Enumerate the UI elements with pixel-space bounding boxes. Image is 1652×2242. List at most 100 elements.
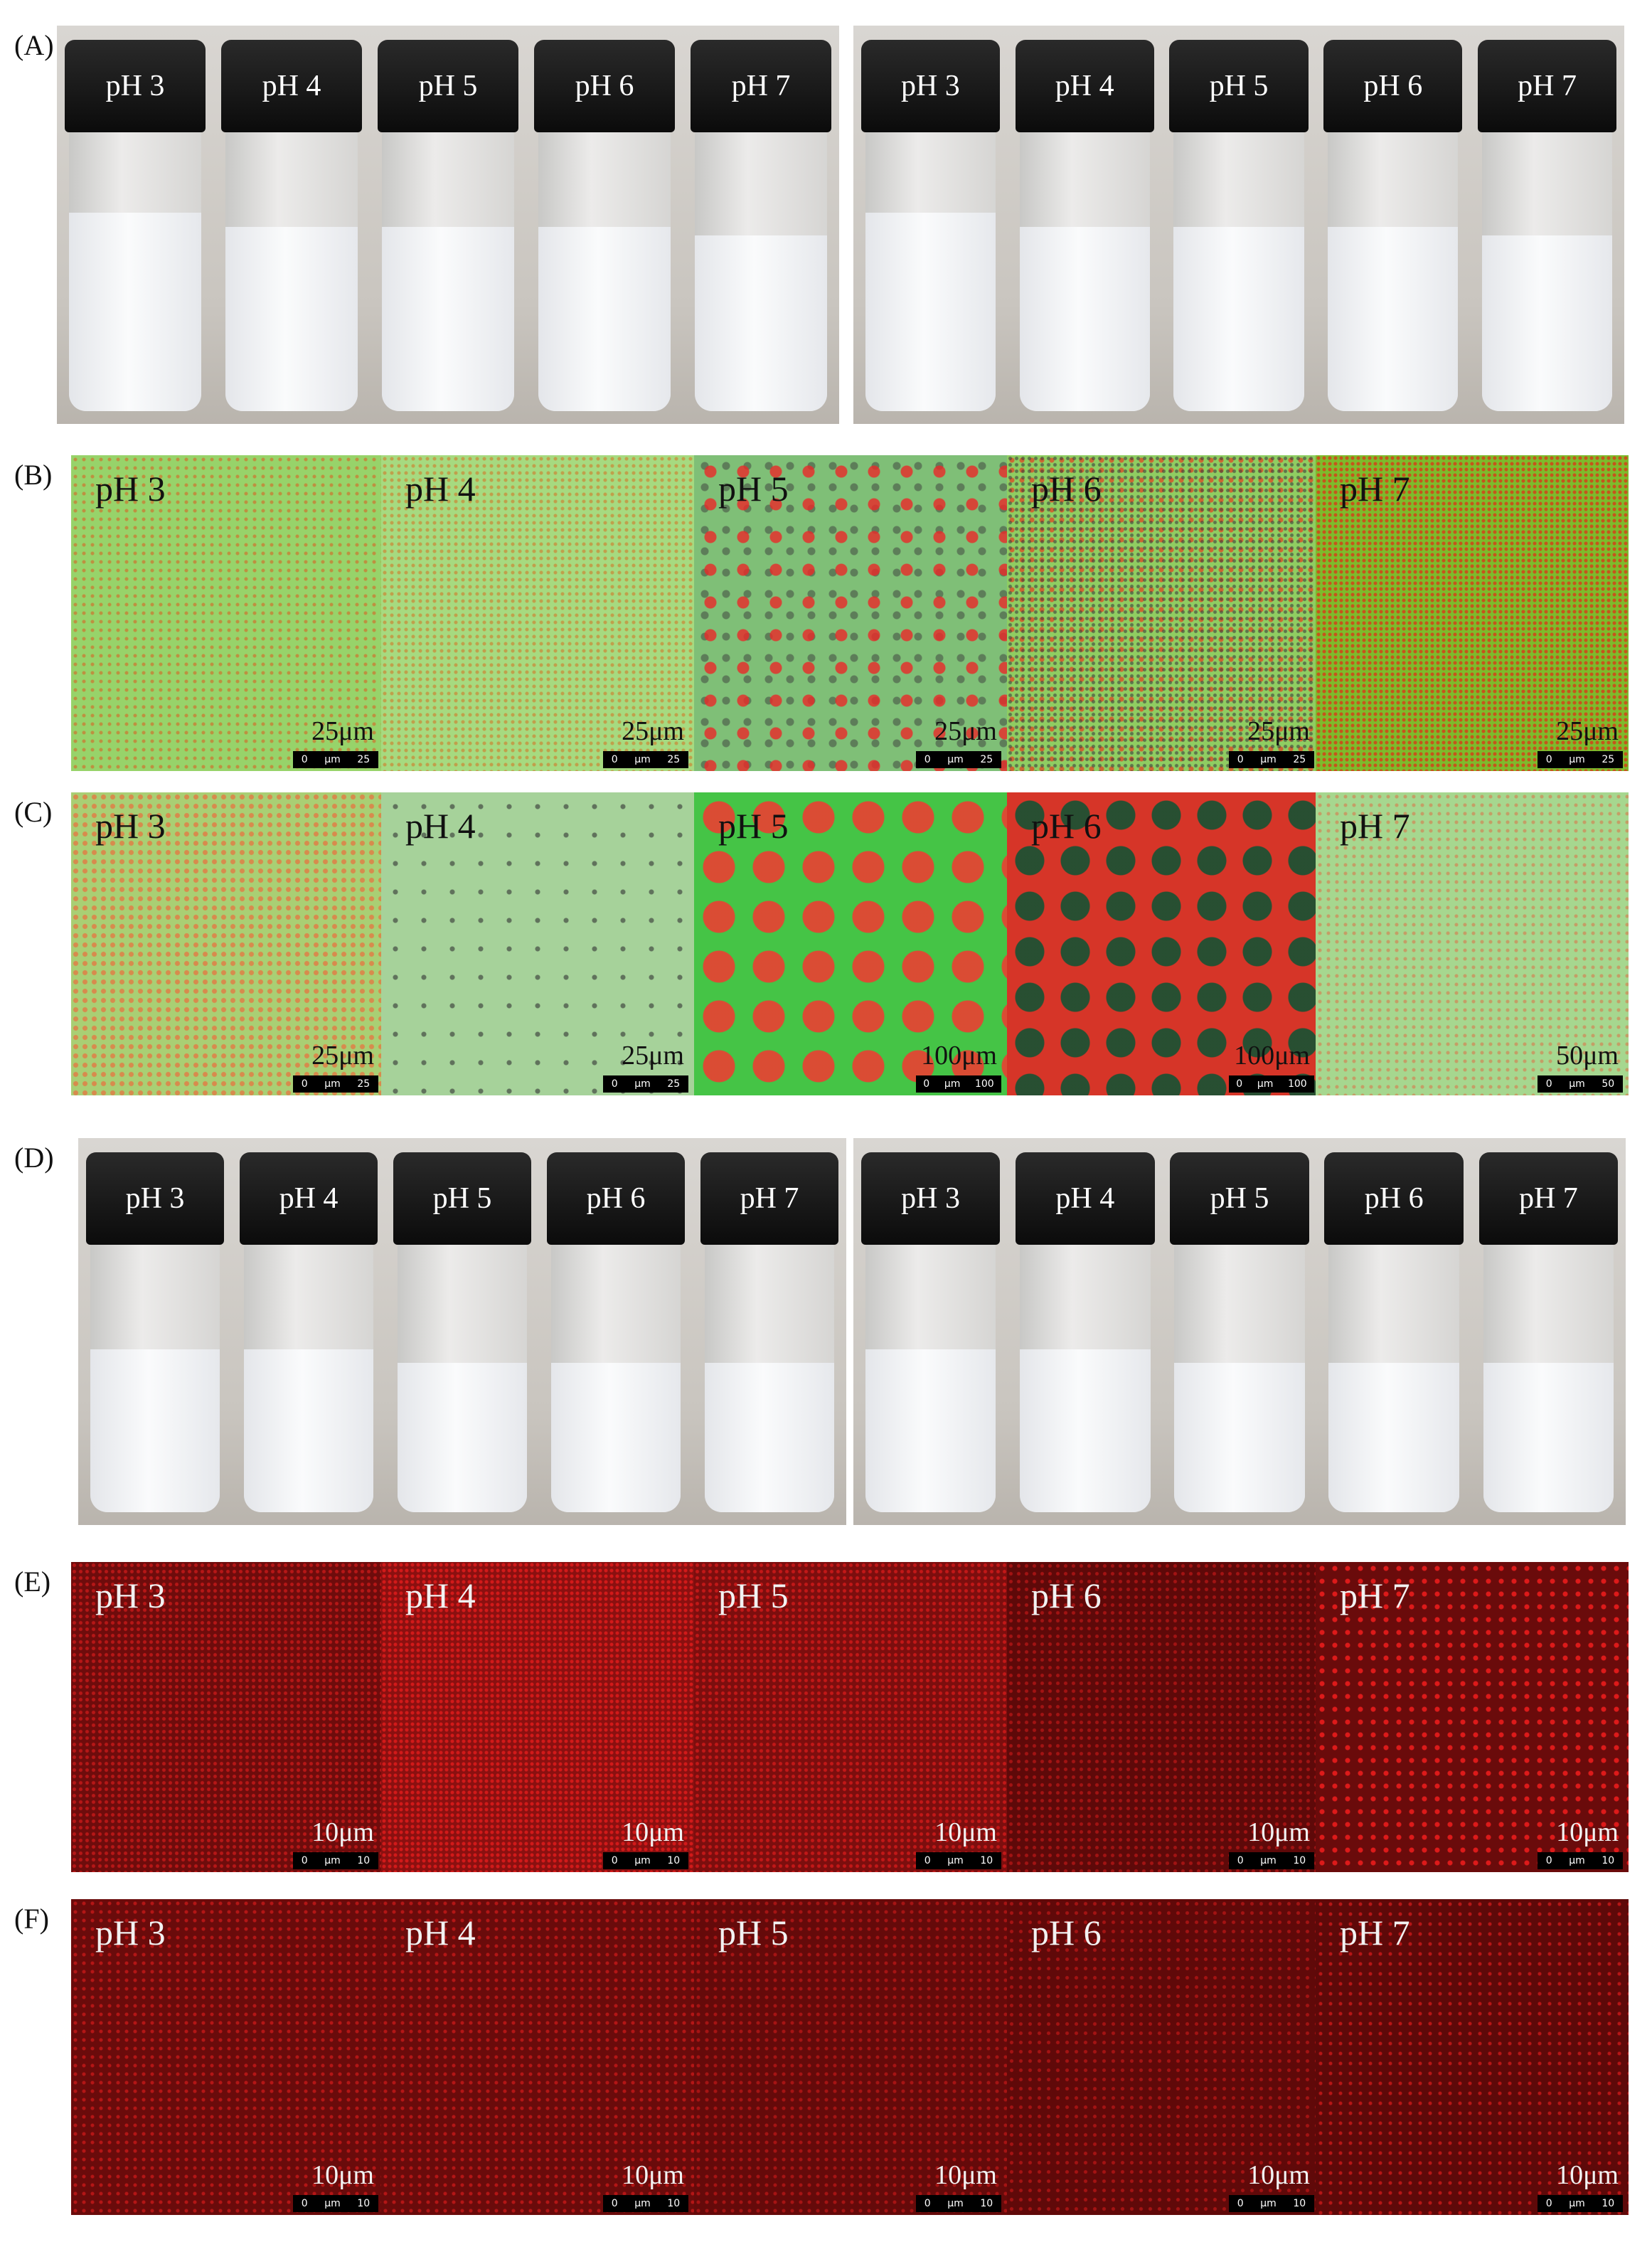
ph-label: pH 5 xyxy=(718,806,789,846)
scale-bar-text: 0 xyxy=(611,2198,618,2209)
scale-bar-text: 10 xyxy=(1293,1855,1306,1866)
vial-body xyxy=(704,1240,835,1512)
liquid xyxy=(695,235,827,411)
scale-bar: 0 μm 10 xyxy=(603,1852,688,1869)
scale-bar-text: 10 xyxy=(357,2198,371,2209)
scale-bar-text: 25 xyxy=(1293,754,1306,765)
scale-label: 100μm xyxy=(921,1041,997,1070)
scale-label: 10μm xyxy=(934,1817,997,1847)
scale-bar-text: 25 xyxy=(667,754,681,765)
vial-body xyxy=(1173,128,1304,411)
scale-label: 25μm xyxy=(311,716,374,746)
scale-bar-text: μm xyxy=(1260,754,1277,765)
liquid xyxy=(865,213,996,411)
vial-label: pH 7 xyxy=(1478,1152,1619,1245)
scale-label: 10μm xyxy=(311,1817,374,1847)
scale-bar-text: 10 xyxy=(667,2198,681,2209)
scale-bar: 0 μm 10 xyxy=(293,2195,378,2212)
scale-bar: 0 μm 25 xyxy=(293,1075,378,1093)
vial-label: pH 6 xyxy=(534,40,675,132)
scale-bar-text: μm xyxy=(324,754,341,765)
panel-label: (C) xyxy=(14,796,53,828)
scale-bar-text: μm xyxy=(947,754,964,765)
vial: pH 4 xyxy=(1015,40,1154,411)
scale-bar: 0 μm 10 xyxy=(1229,1852,1314,1869)
scale-bar-text: μm xyxy=(1569,754,1585,765)
scale-label: 100μm xyxy=(1234,1041,1310,1070)
scale-bar: 0 μm 10 xyxy=(916,1852,1001,1869)
photo: pH 3 pH 4 pH 5 pH 6 pH 7 xyxy=(78,1138,846,1525)
scale-label: 50μm xyxy=(1556,1041,1619,1070)
micrograph: pH 5 25μm 0 μm 25 xyxy=(694,455,1007,771)
vial-label: pH 5 xyxy=(1169,40,1309,132)
vial: pH 5 xyxy=(393,1152,532,1512)
scale-bar: 0 μm 25 xyxy=(916,751,1001,768)
scale-bar-text: 0 xyxy=(1236,1078,1243,1090)
vial-label: pH 5 xyxy=(393,1152,532,1245)
ph-label: pH 4 xyxy=(405,806,476,846)
scale-bar-text: 10 xyxy=(1602,1855,1615,1866)
vial: pH 7 xyxy=(700,1152,839,1512)
ph-label: pH 5 xyxy=(718,1913,789,1953)
vial-body xyxy=(1174,1240,1305,1512)
scale-bar-text: 10 xyxy=(667,1855,681,1866)
scale-bar: 0 μm 10 xyxy=(1538,2195,1623,2212)
scale-bar-text: 0 xyxy=(611,1078,618,1090)
scale-bar: 0 μm 10 xyxy=(916,2195,1001,2212)
vial-label: pH 3 xyxy=(860,40,1000,132)
vial-label: pH 4 xyxy=(1015,40,1154,132)
liquid xyxy=(90,1349,220,1512)
vial-label: pH 6 xyxy=(546,1152,686,1245)
vial-label: pH 3 xyxy=(860,1152,1001,1245)
micrograph: pH 4 25μm 0 μm 25 xyxy=(381,455,694,771)
micrograph: pH 7 10μm 0 μm 10 xyxy=(1316,1899,1629,2215)
scale-bar-text: 0 xyxy=(1545,2198,1552,2209)
scale-bar: 0 μm 25 xyxy=(603,751,688,768)
scale-bar-text: μm xyxy=(634,754,651,765)
scale-bar-text: 0 xyxy=(1545,1078,1552,1090)
scale-label: 25μm xyxy=(311,1041,374,1070)
liquid xyxy=(1020,1349,1151,1512)
vial-body xyxy=(1019,128,1150,411)
vial: pH 6 xyxy=(1323,40,1463,411)
scale-bar-text: 25 xyxy=(357,1078,371,1090)
ph-label: pH 6 xyxy=(1031,1913,1102,1953)
scale-bar-text: 0 xyxy=(611,1855,618,1866)
vial-label: pH 7 xyxy=(700,1152,839,1245)
vial-label: pH 3 xyxy=(85,1152,225,1245)
liquid xyxy=(1482,235,1613,411)
micrograph: pH 5 100μm 0 μm 100 xyxy=(694,792,1007,1095)
scale-bar-text: 0 xyxy=(301,754,308,765)
scale-bar-text: μm xyxy=(324,1078,341,1090)
scale-bar-text: 10 xyxy=(1602,2198,1615,2209)
vial-body xyxy=(538,128,671,411)
scale-bar: 0 μm 10 xyxy=(603,2195,688,2212)
scale-bar-text: μm xyxy=(324,2198,341,2209)
vial-label: pH 5 xyxy=(1170,1152,1309,1245)
scale-bar-text: 0 xyxy=(924,2198,931,2209)
liquid xyxy=(397,1362,528,1512)
scale-label: 25μm xyxy=(622,1041,684,1070)
panel-label: (B) xyxy=(14,459,53,491)
scale-label: 25μm xyxy=(1247,716,1310,746)
ph-label: pH 3 xyxy=(95,469,166,509)
liquid xyxy=(538,227,671,411)
ph-label: pH 7 xyxy=(1340,806,1410,846)
scale-label: 10μm xyxy=(1247,2160,1310,2190)
scale-bar-text: μm xyxy=(1257,1078,1274,1090)
liquid xyxy=(704,1362,835,1512)
panel-label: (A) xyxy=(14,29,54,61)
scale-label: 10μm xyxy=(1556,2160,1619,2190)
micrograph: pH 4 10μm 0 μm 10 xyxy=(381,1899,694,2215)
micrograph: pH 3 25μm 0 μm 25 xyxy=(71,455,384,771)
scale-bar: 0 μm 50 xyxy=(1538,1075,1623,1093)
photo: pH 3 pH 4 pH 5 pH 6 pH 7 xyxy=(853,26,1624,424)
scale-bar-text: 100 xyxy=(1287,1078,1307,1090)
scale-bar-text: μm xyxy=(947,2198,964,2209)
liquid xyxy=(865,1349,996,1512)
vial: pH 3 xyxy=(860,40,1000,411)
ph-label: pH 4 xyxy=(405,469,476,509)
micrograph: pH 3 25μm 0 μm 25 xyxy=(71,792,384,1095)
micrograph: pH 6 10μm 0 μm 10 xyxy=(1007,1562,1320,1872)
